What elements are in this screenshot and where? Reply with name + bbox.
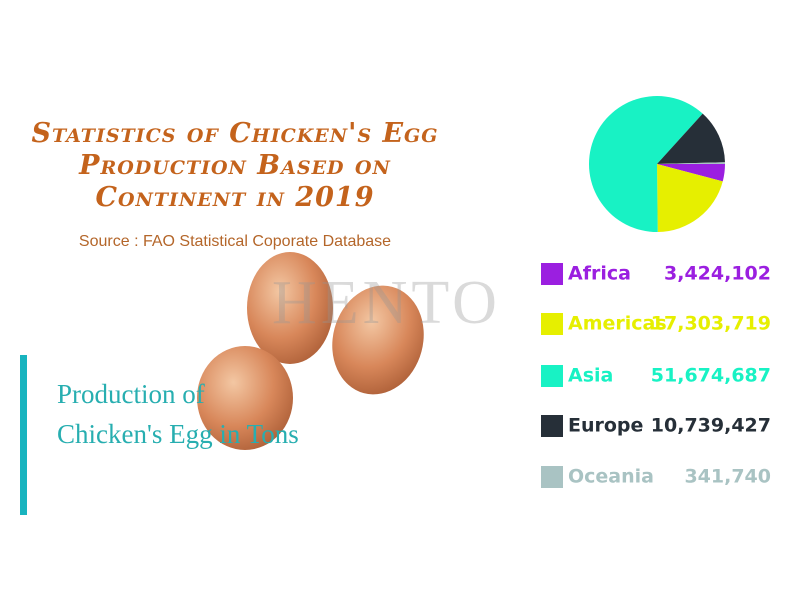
value-label: 3,424,102 bbox=[664, 263, 771, 285]
pie-slice bbox=[657, 164, 725, 182]
value-label: 341,740 bbox=[684, 466, 771, 488]
annotation: Production of Chicken's Egg in Tons bbox=[57, 379, 299, 449]
legend-label: Africa bbox=[568, 263, 631, 285]
legend-swatch bbox=[541, 263, 563, 285]
legend-label: Americas bbox=[568, 313, 667, 335]
legend-label: Asia bbox=[568, 365, 613, 387]
egg bbox=[247, 252, 333, 364]
subtitle: Source : FAO Statistical Coporate Databa… bbox=[78, 233, 392, 250]
egg bbox=[332, 285, 424, 395]
pie-slice bbox=[657, 164, 723, 232]
title: Statistics of Chicken's Egg Production B… bbox=[31, 118, 439, 213]
legend-swatch bbox=[541, 365, 563, 387]
legend-swatch bbox=[541, 466, 563, 488]
legend-swatch bbox=[541, 313, 563, 335]
value-label: 10,739,427 bbox=[651, 415, 771, 437]
legend-swatch bbox=[541, 415, 563, 437]
value-label: 51,674,687 bbox=[651, 365, 771, 387]
pie-slice bbox=[657, 113, 725, 164]
accent-bar bbox=[20, 355, 27, 515]
legend-label: Oceania bbox=[568, 466, 654, 488]
egg bbox=[197, 346, 293, 450]
value-label: 17,303,719 bbox=[651, 313, 771, 335]
watermark: HENTO bbox=[272, 269, 501, 337]
pie-slice bbox=[657, 162, 726, 164]
legend-label: Europe bbox=[568, 415, 643, 437]
pie-slice bbox=[589, 96, 703, 233]
